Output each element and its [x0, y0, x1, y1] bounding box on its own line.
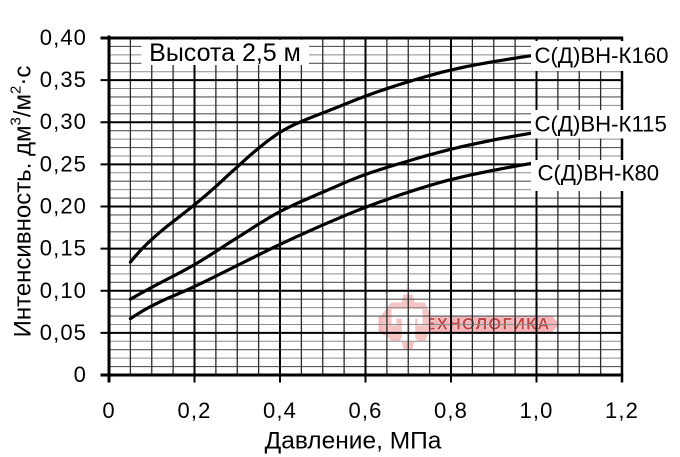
svg-text:С(Д)ВН-К160: С(Д)ВН-К160	[535, 43, 669, 68]
svg-text:0,4: 0,4	[263, 398, 297, 423]
svg-text:0,20: 0,20	[40, 194, 87, 219]
svg-text:1,2: 1,2	[605, 398, 639, 423]
svg-text:0,8: 0,8	[434, 398, 468, 423]
svg-text:0,35: 0,35	[40, 67, 87, 92]
svg-text:Давление, МПа: Давление, МПа	[265, 428, 442, 455]
svg-text:1,0: 1,0	[520, 398, 554, 423]
svg-text:0,05: 0,05	[40, 320, 87, 345]
svg-text:0: 0	[102, 398, 115, 423]
svg-text:Высота 2,5 м: Высота 2,5 м	[149, 39, 301, 67]
svg-text:0,30: 0,30	[40, 109, 87, 134]
svg-text:0,10: 0,10	[40, 278, 87, 303]
svg-text:0,2: 0,2	[178, 398, 212, 423]
svg-text:0,40: 0,40	[40, 25, 87, 50]
svg-text:С(Д)ВН-К115: С(Д)ВН-К115	[535, 112, 667, 137]
svg-text:Интенсивность. дм3/м2·с: Интенсивность. дм3/м2·с	[8, 66, 37, 338]
svg-text:0,15: 0,15	[40, 236, 87, 261]
svg-text:0: 0	[74, 362, 87, 387]
svg-text:С(Д)ВН-К80: С(Д)ВН-К80	[538, 161, 660, 186]
svg-text:0,25: 0,25	[40, 151, 87, 176]
svg-text:0,6: 0,6	[349, 398, 383, 423]
